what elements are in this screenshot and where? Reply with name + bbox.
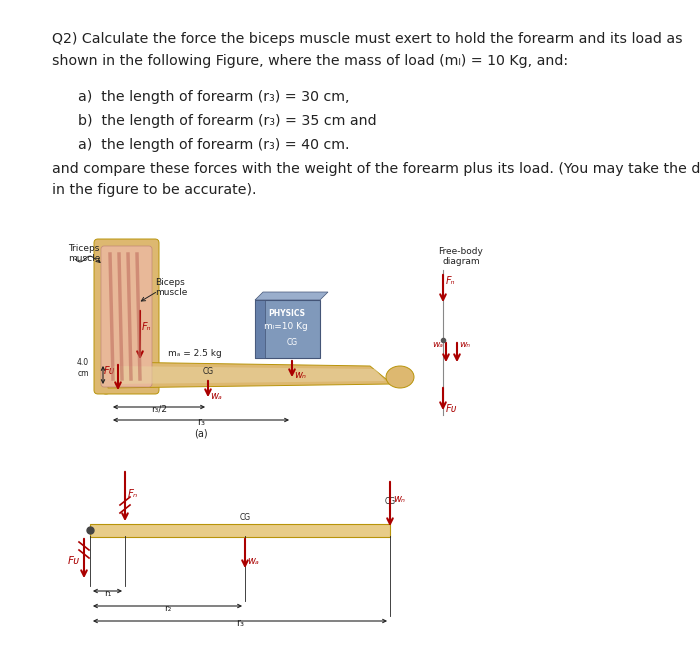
Text: Q2) Calculate the force the biceps muscle must exert to hold the forearm and its: Q2) Calculate the force the biceps muscl… [52,32,682,46]
Text: r₂: r₂ [164,604,172,613]
Text: and compare these forces with the weight of the forearm plus its load. (You may : and compare these forces with the weight… [52,162,700,176]
Text: Fₙ: Fₙ [446,276,456,286]
Text: Fₙ: Fₙ [128,489,138,499]
Text: r₃/2: r₃/2 [151,405,167,414]
FancyBboxPatch shape [101,246,152,387]
Text: wₙ: wₙ [393,494,405,504]
Text: Triceps
muscle: Triceps muscle [68,244,100,263]
Text: r₃: r₃ [197,417,205,427]
Text: Fₙ: Fₙ [142,322,151,332]
Text: a)  the length of forearm (r₃) = 40 cm.: a) the length of forearm (r₃) = 40 cm. [78,138,349,152]
Text: (a): (a) [194,428,208,438]
Text: in the figure to be accurate).: in the figure to be accurate). [52,183,256,197]
Polygon shape [113,366,385,384]
Ellipse shape [386,366,414,388]
Text: wₐ: wₐ [432,340,443,349]
Text: 4.0
cm: 4.0 cm [77,358,89,377]
Text: r₁: r₁ [104,589,111,598]
Text: CG: CG [239,513,251,522]
Text: PHYSICS: PHYSICS [268,309,305,318]
Text: a)  the length of forearm (r₃) = 30 cm,: a) the length of forearm (r₃) = 30 cm, [78,90,349,104]
Text: wₙ: wₙ [294,370,306,380]
Text: CG: CG [286,338,297,347]
FancyBboxPatch shape [255,300,320,358]
Text: wₙ: wₙ [459,340,470,349]
Text: mₗ=10 Kg: mₗ=10 Kg [264,322,308,331]
Text: mₐ = 2.5 kg: mₐ = 2.5 kg [168,349,222,358]
Text: wₐ: wₐ [247,556,259,566]
FancyBboxPatch shape [94,239,159,394]
Text: shown in the following Figure, where the mass of load (mₗ) = 10 Kg, and:: shown in the following Figure, where the… [52,54,568,68]
Text: Free-body
diagram: Free-body diagram [439,247,484,266]
Text: CG: CG [202,367,214,376]
Text: Fᴜ: Fᴜ [446,404,457,414]
Text: Fᴜ: Fᴜ [104,366,116,376]
Polygon shape [108,362,392,388]
Polygon shape [255,292,328,300]
FancyBboxPatch shape [90,524,390,537]
Ellipse shape [96,362,116,394]
Text: Fᴜ: Fᴜ [68,556,80,566]
FancyBboxPatch shape [255,300,265,358]
Text: r₃: r₃ [236,618,244,628]
Text: Biceps
muscle: Biceps muscle [155,278,188,297]
Text: b)  the length of forearm (r₃) = 35 cm and: b) the length of forearm (r₃) = 35 cm an… [78,114,377,128]
Text: wₐ: wₐ [210,391,222,401]
Text: CG: CG [384,497,395,506]
